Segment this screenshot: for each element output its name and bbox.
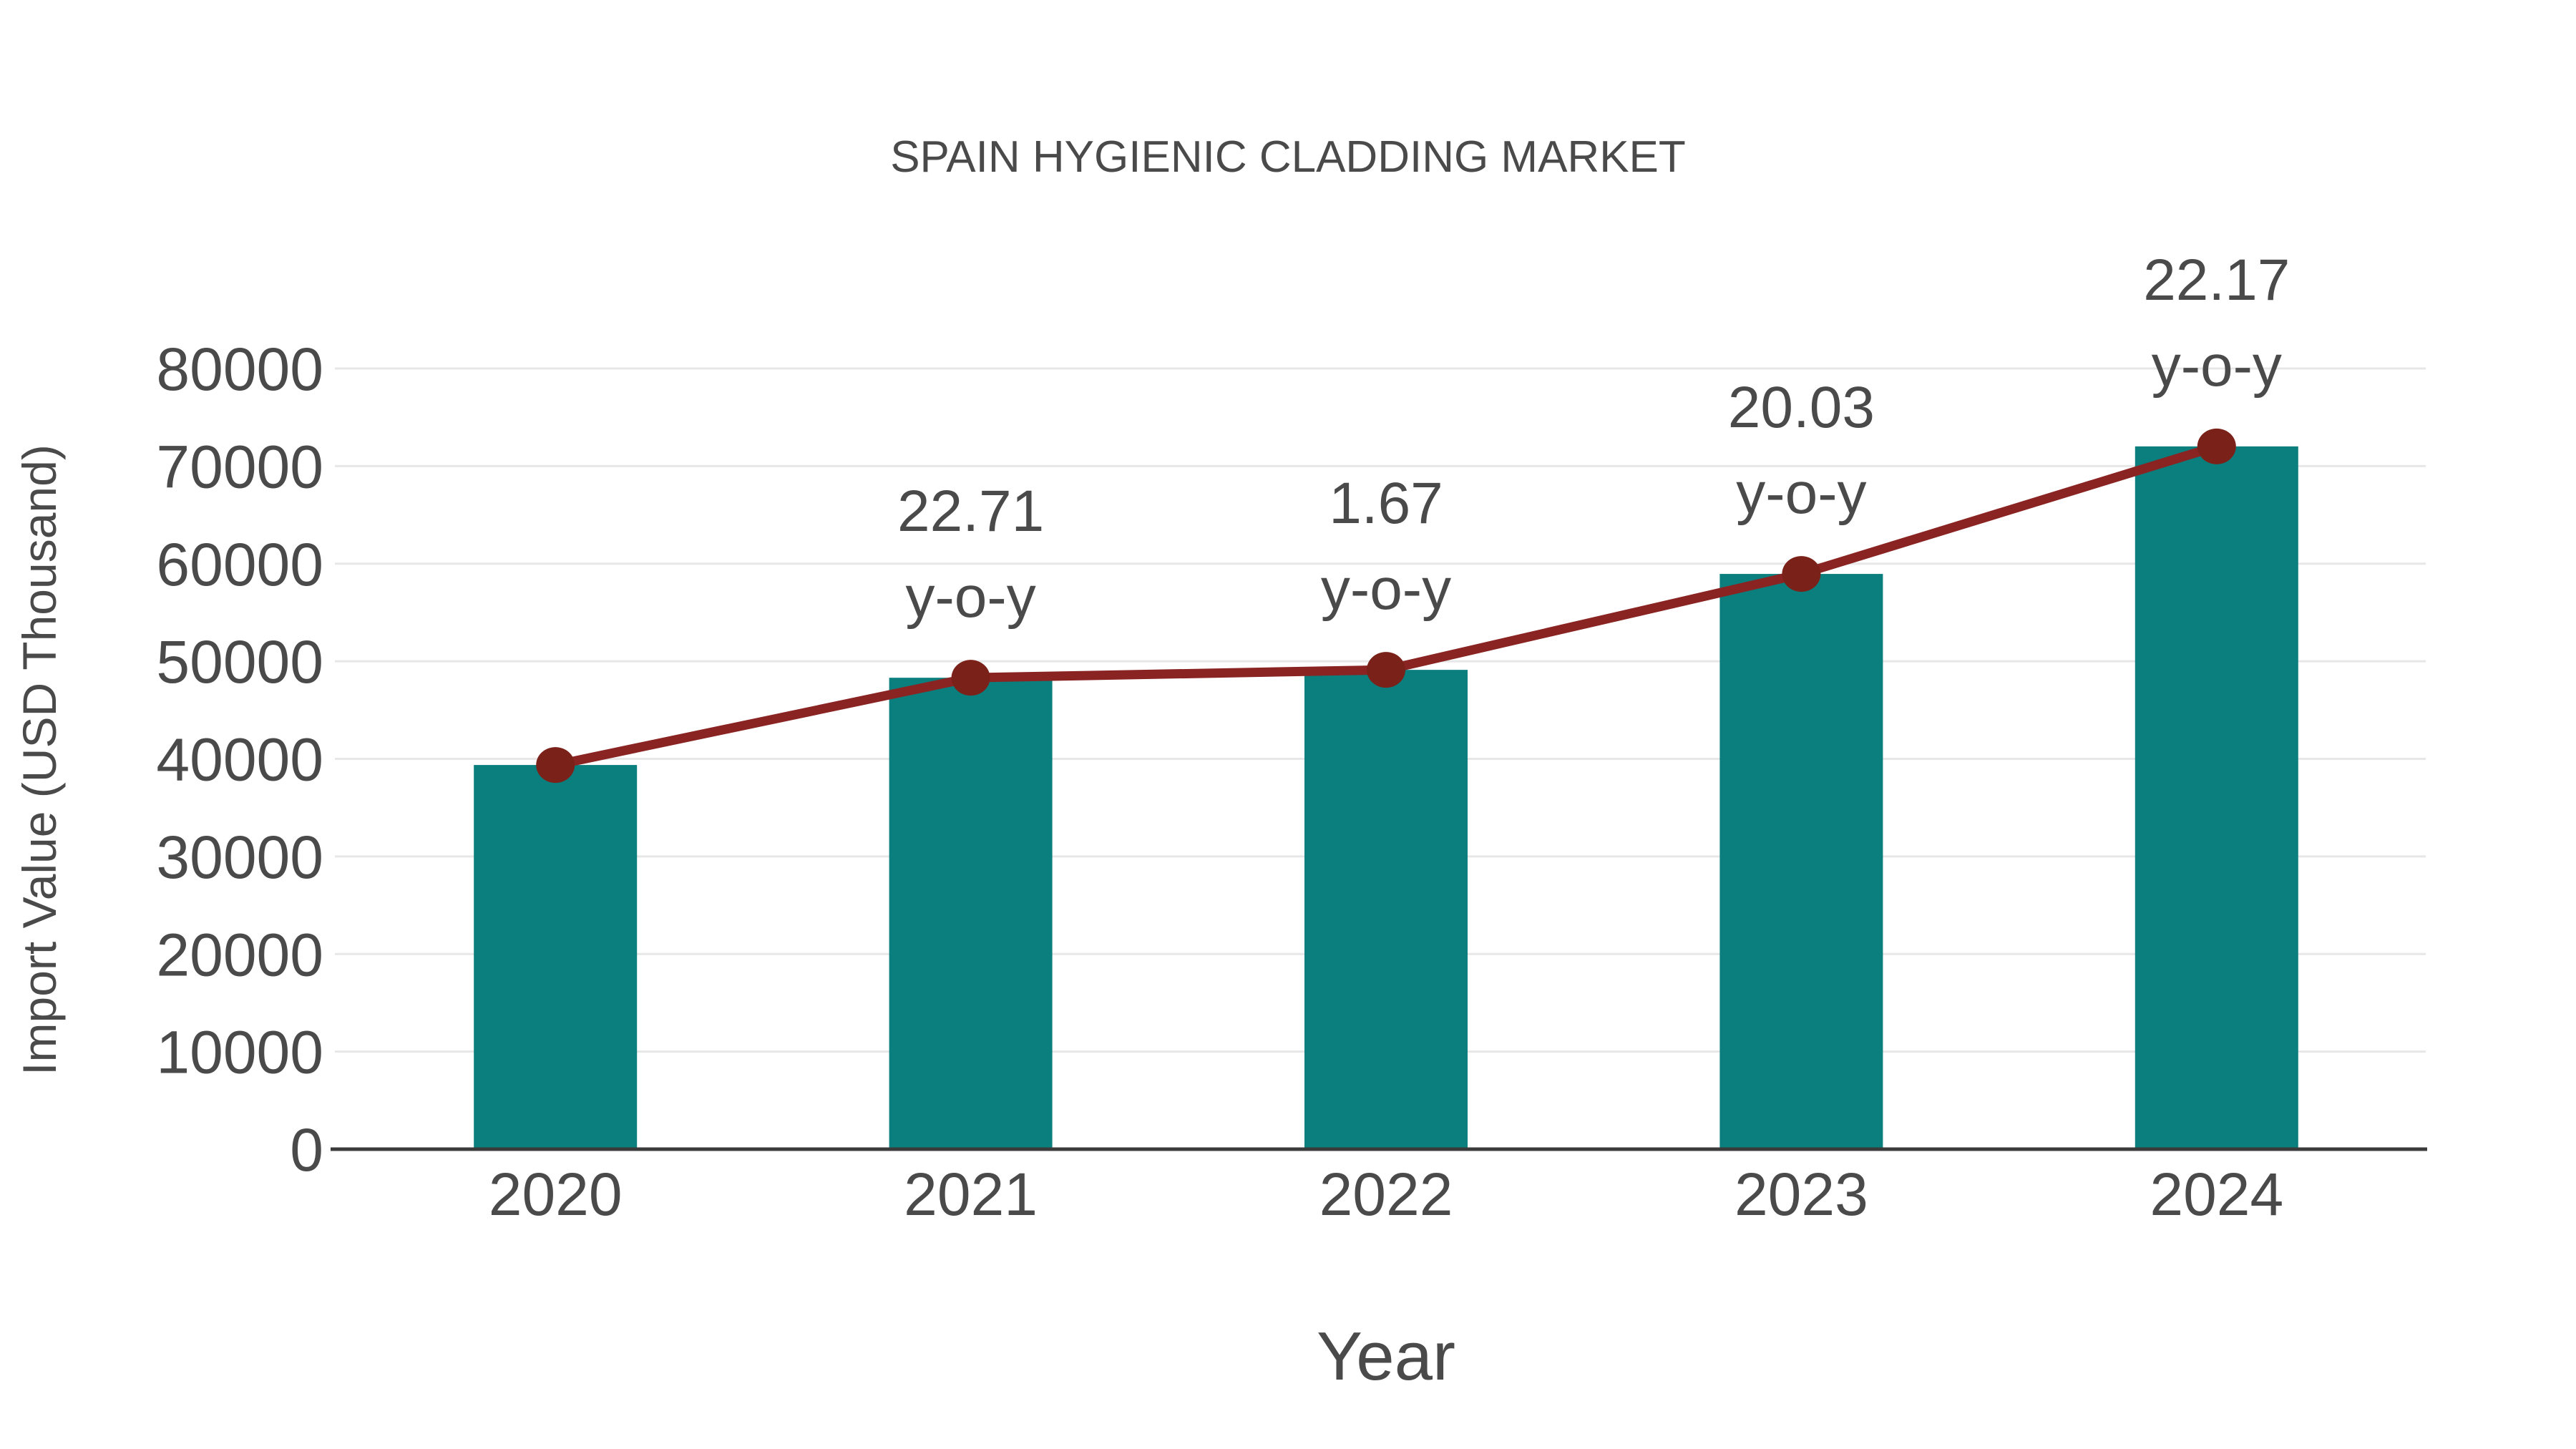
- y-tick-label: 70000: [156, 433, 323, 500]
- x-tick-label: 2020: [489, 1161, 623, 1228]
- annotation-value: 20.03: [1728, 375, 1875, 440]
- y-tick-label: 30000: [156, 824, 323, 891]
- chart-title: SPAIN HYGIENIC CLADDING MARKET: [890, 132, 1686, 182]
- line-series: [536, 428, 2236, 784]
- data-point-marker: [536, 747, 575, 784]
- bar: [1304, 670, 1468, 1149]
- data-point-marker: [951, 660, 990, 696]
- annotation-unit: y-o-y: [1321, 557, 1451, 622]
- bar: [474, 765, 638, 1149]
- y-axis-title: Import Value (USD Thousand): [13, 444, 66, 1075]
- bar: [2135, 446, 2298, 1149]
- x-tick-label: 2022: [1319, 1161, 1453, 1228]
- label-layer: 0 10000 20000 30000 40000 50000 60000 70000 8000…: [156, 248, 2290, 1228]
- y-tick-label: 10000: [156, 1019, 323, 1086]
- bar-series: [474, 446, 2298, 1149]
- data-point-marker: [2197, 428, 2236, 464]
- y-tick-label: 0: [290, 1116, 323, 1184]
- bar: [1719, 574, 1883, 1149]
- annotation-unit: y-o-y: [905, 565, 1035, 630]
- x-tick-label: 2021: [904, 1161, 1038, 1228]
- annotation-unit: y-o-y: [2152, 333, 2282, 399]
- x-tick-label: 2024: [2150, 1161, 2283, 1228]
- x-tick-label: 2023: [1735, 1161, 1868, 1228]
- annotation-value: 22.71: [897, 479, 1044, 544]
- bar: [889, 678, 1053, 1149]
- annotation-value: 22.17: [2143, 248, 2290, 313]
- annotation-unit: y-o-y: [1736, 461, 1866, 526]
- y-tick-label: 40000: [156, 726, 323, 794]
- annotation-value: 1.67: [1329, 471, 1443, 536]
- data-point-marker: [1367, 652, 1405, 688]
- data-point-marker: [1782, 556, 1821, 592]
- y-tick-label: 80000: [156, 336, 323, 403]
- y-tick-label: 50000: [156, 628, 323, 696]
- y-tick-label: 60000: [156, 531, 323, 598]
- y-tick-label: 20000: [156, 921, 323, 988]
- x-axis-title: Year: [1317, 1318, 1455, 1395]
